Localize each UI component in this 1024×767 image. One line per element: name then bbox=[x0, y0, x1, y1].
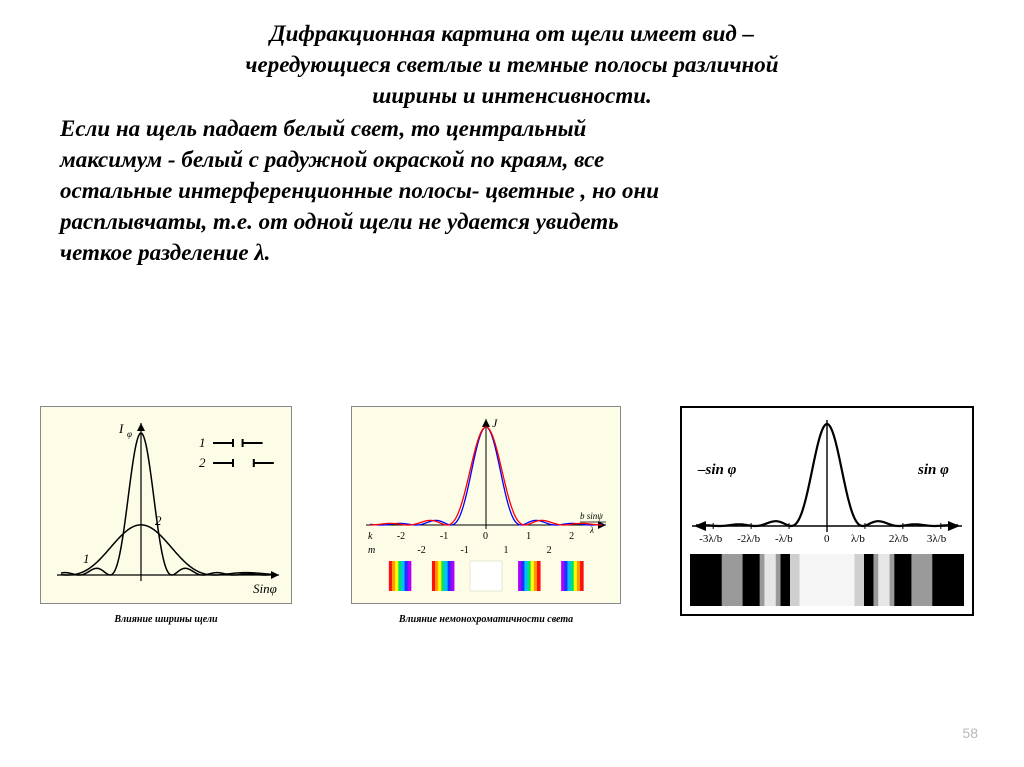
page-number: 58 bbox=[962, 725, 978, 741]
svg-text:1: 1 bbox=[504, 545, 509, 556]
svg-text:k: k bbox=[368, 531, 373, 542]
svg-text:-λ/b: -λ/b bbox=[775, 533, 793, 545]
svg-text:2: 2 bbox=[569, 531, 574, 542]
slide-body: Если на щель падает белый свет, то центр… bbox=[60, 113, 964, 268]
body-line: максимум - белый с радужной окраской по … bbox=[60, 147, 604, 172]
slide-title: Дифракционная картина от щели имеет вид … bbox=[60, 18, 964, 111]
fig1-caption: Влияние ширины щели bbox=[114, 614, 217, 625]
fig2-plot: Jb sinψ λ -2 -1 0 1 2 k -2 -1 1 2 m bbox=[351, 406, 621, 604]
svg-text:0: 0 bbox=[824, 533, 830, 545]
svg-text:φ: φ bbox=[127, 429, 132, 439]
svg-text:3λ/b: 3λ/b bbox=[927, 533, 947, 545]
figure-row: Iφ Sinφ 1 2 1 2 Влияние ширины щели Jb sinψ λ -… bbox=[0, 406, 1024, 625]
svg-text:1: 1 bbox=[526, 531, 531, 542]
svg-text:–sin φ: –sin φ bbox=[697, 462, 737, 478]
svg-text:2: 2 bbox=[199, 455, 206, 470]
svg-text:I: I bbox=[118, 421, 124, 436]
svg-text:-2λ/b: -2λ/b bbox=[737, 533, 761, 545]
svg-text:b sinψ: b sinψ bbox=[580, 511, 603, 521]
svg-text:λ: λ bbox=[589, 525, 594, 535]
body-line: остальные интерференционные полосы- цвет… bbox=[60, 178, 659, 203]
svg-text:-2: -2 bbox=[397, 531, 405, 542]
svg-text:0: 0 bbox=[483, 531, 488, 542]
svg-text:J: J bbox=[492, 416, 498, 430]
body-line: четкое разделение λ. bbox=[60, 240, 270, 265]
svg-text:1: 1 bbox=[199, 435, 206, 450]
fig1-plot: Iφ Sinφ 1 2 1 2 bbox=[40, 406, 292, 604]
svg-text:m: m bbox=[368, 545, 375, 556]
body-line: расплывчаты, т.е. от одной щели не удает… bbox=[60, 209, 619, 234]
fig3-plot: –sin φ sin φ -3λ/b -2λ/b -λ/b 0 λ/b 2λ/b 3λ/b bbox=[680, 406, 974, 616]
title-line: ширины и интенсивности. bbox=[372, 83, 652, 108]
slide: Дифракционная картина от щели имеет вид … bbox=[0, 0, 1024, 767]
svg-text:2λ/b: 2λ/b bbox=[889, 533, 909, 545]
svg-text:2: 2 bbox=[547, 545, 552, 556]
figure-slit-width: Iφ Sinφ 1 2 1 2 Влияние ширины щели bbox=[40, 406, 292, 625]
svg-text:sin φ: sin φ bbox=[917, 462, 949, 478]
svg-text:λ/b: λ/b bbox=[851, 533, 865, 545]
svg-text:1: 1 bbox=[83, 551, 90, 566]
svg-text:-1: -1 bbox=[460, 545, 468, 556]
figure-nonmono: Jb sinψ λ -2 -1 0 1 2 k -2 -1 1 2 m Влияние немонохр… bbox=[351, 406, 621, 625]
svg-text:-2: -2 bbox=[417, 545, 425, 556]
svg-text:-1: -1 bbox=[440, 531, 448, 542]
svg-text:-3λ/b: -3λ/b bbox=[699, 533, 723, 545]
svg-text:2: 2 bbox=[155, 513, 162, 528]
title-line: Дифракционная картина от щели имеет вид … bbox=[270, 21, 754, 46]
svg-text:Sinφ: Sinφ bbox=[253, 581, 277, 596]
title-line: чередующиеся светлые и темные полосы раз… bbox=[245, 52, 778, 77]
body-line: Если на щель падает белый свет, то центр… bbox=[60, 116, 586, 141]
figure-sinc-pattern: –sin φ sin φ -3λ/b -2λ/b -λ/b 0 λ/b 2λ/b 3λ/b bbox=[680, 406, 974, 625]
fig2-caption: Влияние немонохроматичности света bbox=[399, 614, 573, 625]
